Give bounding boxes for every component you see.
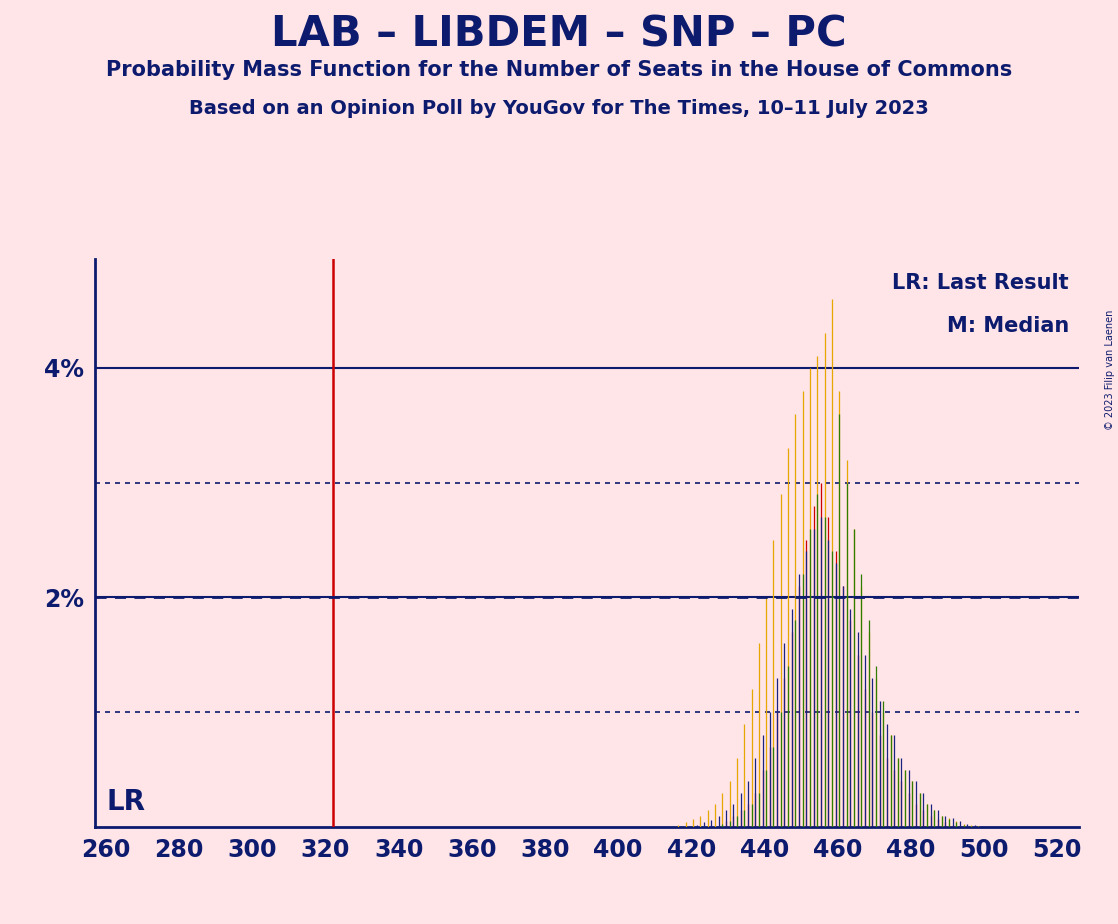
Text: M: Median: M: Median bbox=[947, 315, 1069, 335]
Text: LR: LR bbox=[106, 787, 145, 816]
Text: Probability Mass Function for the Number of Seats in the House of Commons: Probability Mass Function for the Number… bbox=[106, 60, 1012, 80]
Text: LAB – LIBDEM – SNP – PC: LAB – LIBDEM – SNP – PC bbox=[272, 14, 846, 55]
Text: LR: Last Result: LR: Last Result bbox=[892, 273, 1069, 293]
Text: Based on an Opinion Poll by YouGov for The Times, 10–11 July 2023: Based on an Opinion Poll by YouGov for T… bbox=[189, 99, 929, 118]
Text: © 2023 Filip van Laenen: © 2023 Filip van Laenen bbox=[1105, 310, 1115, 430]
